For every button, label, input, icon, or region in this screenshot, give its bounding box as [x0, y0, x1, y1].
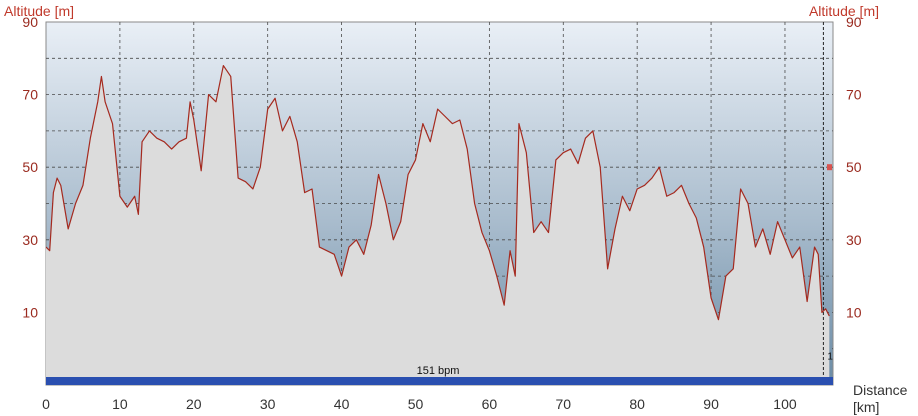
altitude-area — [46, 64, 830, 385]
y-tick-label-right: 30 — [846, 232, 862, 248]
heart-rate-bar — [46, 377, 833, 385]
x-axis-title: Distance — [853, 382, 908, 398]
altitude-fill — [46, 65, 830, 385]
y-tick-label-left: 30 — [22, 232, 38, 248]
y-tick-label-right: 50 — [846, 159, 862, 175]
y-tick-label-left: 10 — [22, 304, 38, 320]
x-tick-label: 20 — [186, 396, 202, 412]
y-tick-label-left: 90 — [22, 14, 38, 30]
x-tick-label: 40 — [334, 396, 350, 412]
x-tick-label: 70 — [555, 396, 571, 412]
x-tick-label: 10 — [112, 396, 128, 412]
y-tick-label-right: 10 — [846, 304, 862, 320]
x-tick-label: 100 — [773, 396, 797, 412]
x-tick-label: 90 — [703, 396, 719, 412]
x-tick-label: 0 — [42, 396, 50, 412]
y-tick-label-right: 90 — [846, 14, 862, 30]
x-tick-label: 30 — [260, 396, 276, 412]
x-axis-unit: [km] — [853, 399, 879, 415]
y-tick-label-right: 70 — [846, 87, 862, 103]
x-tick-label: 60 — [482, 396, 498, 412]
x-tick-label: 50 — [408, 396, 424, 412]
x-tick-label: 80 — [629, 396, 645, 412]
y-axis-title-left: Altitude [m] — [4, 3, 74, 19]
y-tick-label-left: 50 — [22, 159, 38, 175]
altitude-line — [46, 64, 830, 321]
marker-layer: 1 — [822, 22, 833, 385]
heart-rate-label: 151 bpm — [417, 365, 460, 377]
y-tick-label-left: 70 — [22, 87, 38, 103]
axis-ticks: 10 10 30 30 50 50 70 70 90 90 0 10 20 30 40 50 60 70 80 90 1… — [22, 14, 861, 412]
marker-dot — [827, 164, 832, 171]
position-marker-label: 1 — [827, 352, 833, 363]
y-axis-title-right: Altitude [m] — [809, 3, 879, 19]
